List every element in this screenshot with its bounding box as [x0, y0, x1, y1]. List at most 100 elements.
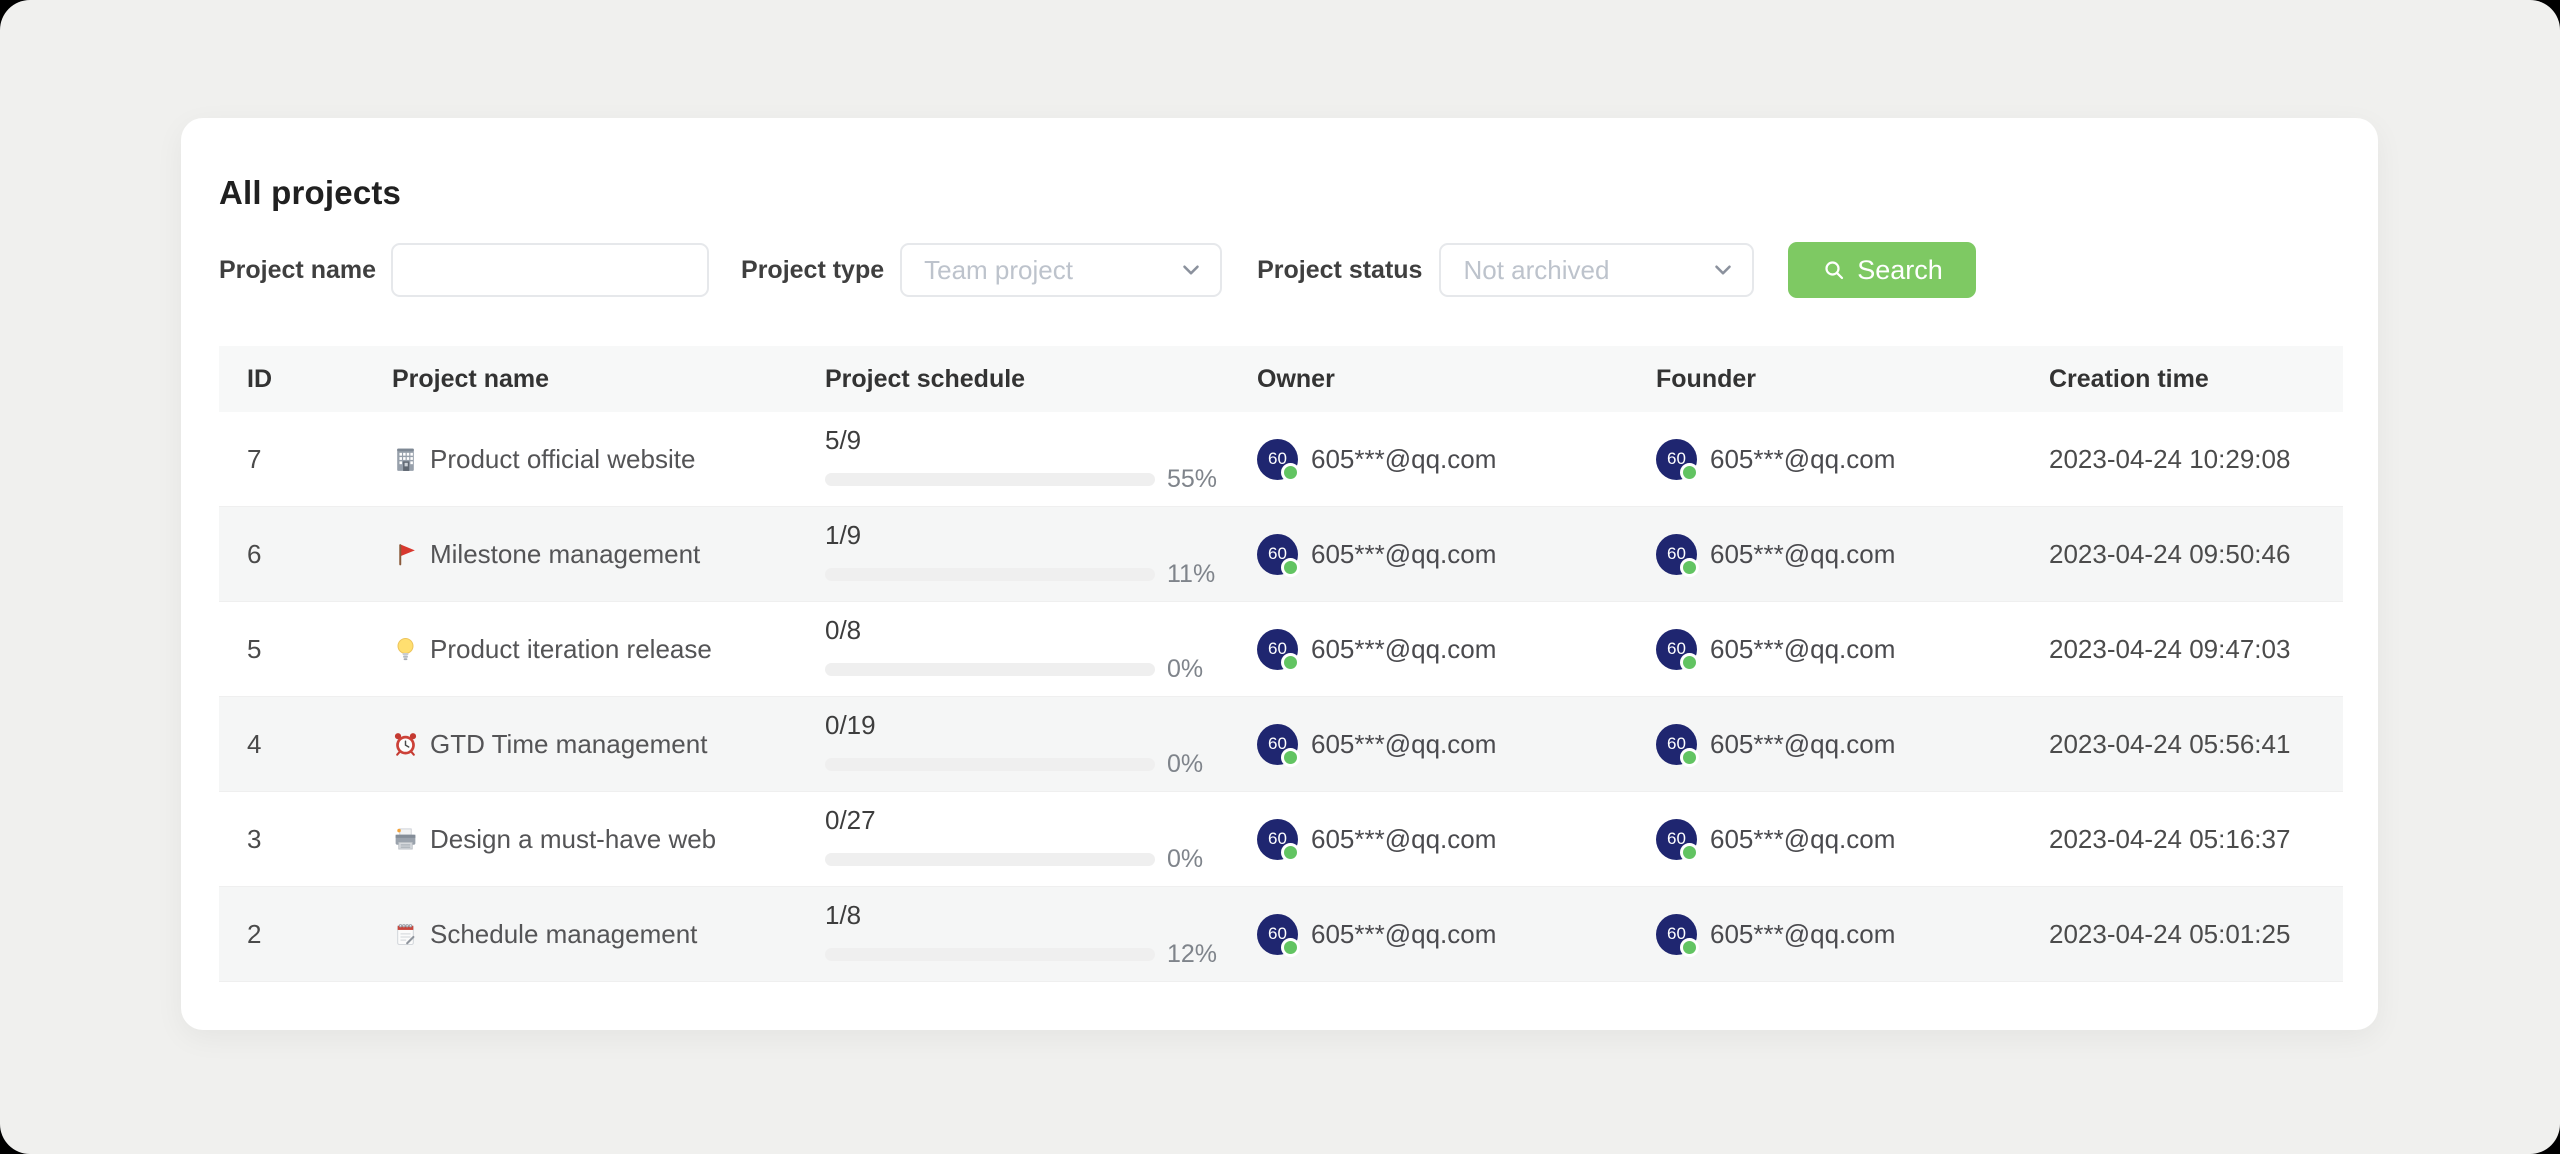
online-status-dot	[1680, 652, 1699, 672]
founder-email: 605***@qq.com	[1710, 728, 1896, 759]
owner-cell: 60 605***@qq.com	[1257, 628, 1656, 672]
progress-percent: 0%	[1167, 654, 1204, 683]
printer-icon	[392, 826, 419, 853]
avatar: 60	[1257, 533, 1300, 577]
project-name-input[interactable]	[391, 243, 710, 297]
table-row[interactable]: 7 Product official website 5/9 55% 60 60…	[219, 412, 2343, 507]
avatar: 60	[1257, 818, 1300, 862]
avatar-text: 60	[1667, 449, 1686, 468]
progress-bar-track	[825, 757, 1155, 771]
online-status-dot	[1680, 462, 1699, 482]
avatar-text: 60	[1667, 639, 1686, 658]
project-id: 4	[247, 728, 262, 759]
triangular-flag-icon	[392, 541, 419, 568]
project-status-label: Project status	[1257, 255, 1423, 284]
table-header-row: ID Project name Project schedule Owner F…	[219, 346, 2343, 412]
task-fraction: 5/9	[825, 424, 862, 455]
creation-time: 2023-04-24 09:50:46	[2049, 538, 2291, 569]
table-row[interactable]: 4 GTD Time management 0/19 0% 60 605***@…	[219, 697, 2343, 792]
table-header-creation-time: Creation time	[2049, 364, 2209, 393]
table-row[interactable]: 3 Design a must-have web 0/27 0% 60 605*…	[219, 792, 2343, 887]
founder-cell: 60 605***@qq.com	[1656, 818, 2049, 862]
avatar: 60	[1656, 723, 1699, 767]
founder-cell: 60 605***@qq.com	[1656, 438, 2049, 482]
progress-bar-track	[825, 662, 1155, 676]
progress-percent: 12%	[1167, 939, 1218, 968]
online-status-dot	[1680, 557, 1699, 577]
owner-email: 605***@qq.com	[1311, 443, 1497, 474]
avatar-text: 60	[1667, 544, 1686, 563]
founder-email: 605***@qq.com	[1710, 443, 1896, 474]
progress-bar-track	[825, 947, 1155, 961]
project-name-text: Schedule management	[430, 918, 698, 949]
online-status-dot	[1281, 937, 1300, 957]
table-row[interactable]: 5 Product iteration release 0/8 0% 60 60…	[219, 602, 2343, 697]
creation-time: 2023-04-24 09:47:03	[2049, 633, 2291, 664]
online-status-dot	[1680, 937, 1699, 957]
table-header-project-name: Project name	[392, 364, 550, 393]
filter-bar: Project name Project type Team project P…	[219, 241, 1977, 299]
avatar-text: 60	[1268, 829, 1287, 848]
alarm-clock-icon	[392, 731, 419, 758]
project-name-cell: GTD Time management	[392, 729, 825, 760]
progress-percent: 0%	[1167, 844, 1204, 873]
office-building-icon	[392, 446, 419, 473]
table-header-founder: Founder	[1656, 364, 1756, 393]
project-id: 2	[247, 918, 262, 949]
avatar: 60	[1656, 628, 1699, 672]
project-name-cell: Product iteration release	[392, 634, 825, 665]
creation-time: 2023-04-24 10:29:08	[2049, 443, 2291, 474]
owner-email: 605***@qq.com	[1311, 918, 1497, 949]
progress-percent: 0%	[1167, 749, 1204, 778]
project-type-placeholder: Team project	[924, 254, 1073, 285]
task-fraction: 1/8	[825, 899, 862, 930]
owner-email: 605***@qq.com	[1311, 728, 1497, 759]
progress-bar-track	[825, 472, 1155, 486]
project-name-text: GTD Time management	[430, 728, 708, 759]
avatar: 60	[1656, 438, 1699, 482]
project-name-cell: Design a must-have web	[392, 824, 825, 855]
table-header-owner: Owner	[1257, 364, 1335, 393]
avatar: 60	[1257, 723, 1300, 767]
project-name-text: Product official website	[430, 443, 696, 474]
creation-time: 2023-04-24 05:16:37	[2049, 823, 2291, 854]
online-status-dot	[1281, 842, 1300, 862]
project-type-label: Project type	[741, 255, 885, 284]
owner-cell: 60 605***@qq.com	[1257, 913, 1656, 957]
task-fraction: 0/19	[825, 709, 876, 740]
project-name-cell: Product official website	[392, 444, 825, 475]
task-fraction: 0/8	[825, 614, 862, 645]
table-row[interactable]: 2 Schedule management 1/8 12% 60 605***@…	[219, 887, 2343, 982]
search-button-label: Search	[1857, 254, 1943, 285]
online-status-dot	[1680, 747, 1699, 767]
avatar-text: 60	[1268, 449, 1287, 468]
search-button[interactable]: Search	[1788, 242, 1977, 298]
project-type-select[interactable]: Team project	[900, 243, 1223, 297]
progress-percent: 11%	[1167, 559, 1216, 588]
progress-bar-track	[825, 567, 1155, 581]
owner-email: 605***@qq.com	[1311, 633, 1497, 664]
avatar-text: 60	[1667, 829, 1686, 848]
project-schedule-cell: 0/27 0%	[825, 805, 1257, 874]
project-status-select[interactable]: Not archived	[1439, 243, 1755, 297]
founder-email: 605***@qq.com	[1710, 823, 1896, 854]
avatar: 60	[1257, 438, 1300, 482]
avatar-text: 60	[1268, 924, 1287, 943]
avatar: 60	[1656, 913, 1699, 957]
table-header-project-schedule: Project schedule	[825, 364, 1026, 393]
founder-email: 605***@qq.com	[1710, 633, 1896, 664]
project-id: 6	[247, 538, 262, 569]
project-name-text: Milestone management	[430, 538, 701, 569]
avatar: 60	[1257, 628, 1300, 672]
founder-cell: 60 605***@qq.com	[1656, 723, 2049, 767]
online-status-dot	[1281, 557, 1300, 577]
owner-cell: 60 605***@qq.com	[1257, 818, 1656, 862]
founder-email: 605***@qq.com	[1710, 918, 1896, 949]
creation-time: 2023-04-24 05:01:25	[2049, 918, 2291, 949]
table-row[interactable]: 6 Milestone management 1/9 11% 60 605***…	[219, 507, 2343, 602]
avatar-text: 60	[1667, 924, 1686, 943]
chevron-down-icon	[1183, 265, 1199, 275]
avatar-text: 60	[1268, 639, 1287, 658]
founder-email: 605***@qq.com	[1710, 538, 1896, 569]
